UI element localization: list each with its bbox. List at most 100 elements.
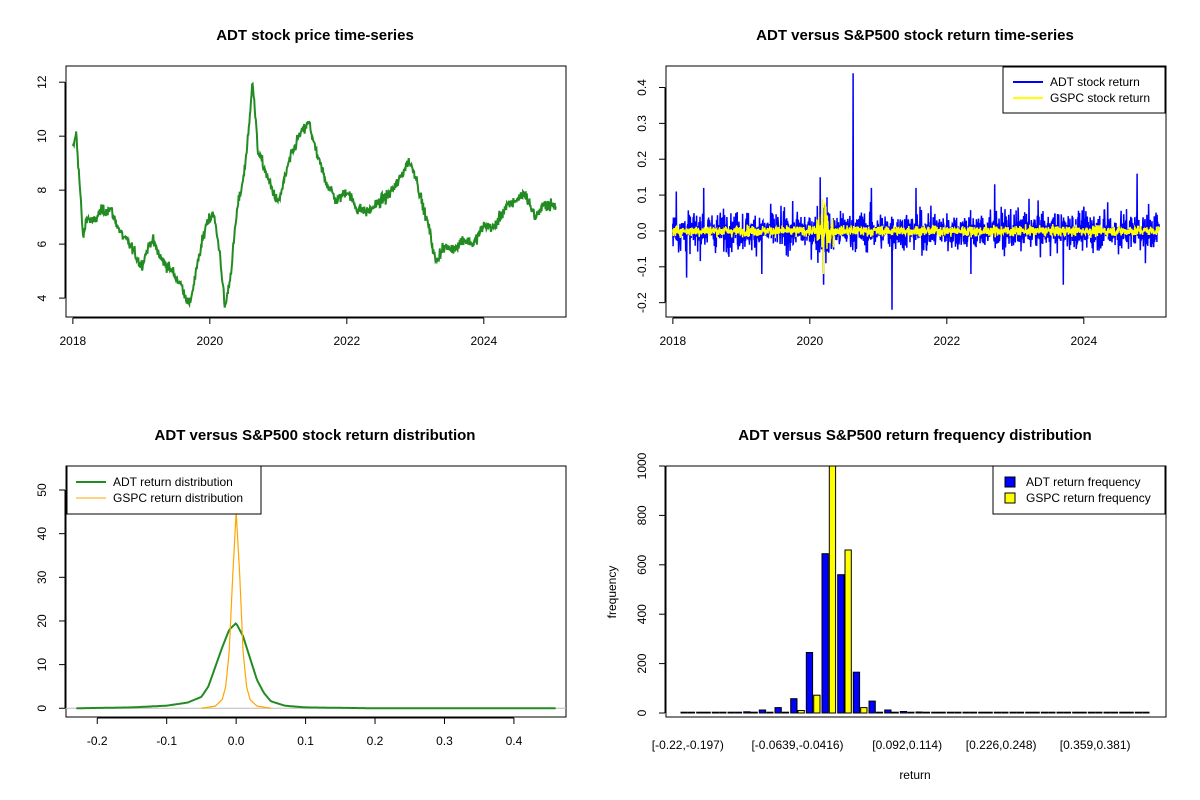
bar-gspc-frequency (907, 711, 915, 714)
y-tick-label: 0 (635, 709, 649, 716)
x-tick-label: 0.4 (506, 734, 523, 748)
plot-area (71, 81, 557, 309)
plot-frame (65, 465, 567, 718)
bar-gspc-frequency (1032, 711, 1040, 714)
y-tick-label: 4 (35, 294, 49, 301)
bar-gspc-frequency (1079, 711, 1087, 714)
plot-frame (65, 65, 567, 318)
bar-gspc-frequency (969, 711, 978, 714)
legend: ADT stock return GSPC stock return (1002, 66, 1166, 114)
panel-returns: ADT versus S&P500 stock return time-seri… (635, 27, 1167, 348)
bar-gspc-frequency (922, 711, 931, 714)
x-tick-label: [0.092,0.114) (872, 738, 942, 752)
bar-gspc-frequency (1048, 711, 1056, 714)
plot-frame (665, 65, 1167, 318)
x-axis-label: return (899, 768, 930, 782)
bar-gspc-frequency (1001, 711, 1009, 714)
legend-label: ADT return frequency (1026, 475, 1141, 489)
y-tick-label: 800 (635, 505, 649, 525)
y-tick-label: 50 (35, 483, 49, 497)
y-tick-label: 0.1 (635, 186, 649, 203)
legend-label: GSPC stock return (1050, 91, 1150, 105)
y-tick-label: 8 (35, 186, 49, 193)
y-tick-label: 0.0 (635, 222, 649, 239)
x-tick-label: 2018 (659, 334, 686, 348)
series-line-adt-density (76, 622, 556, 710)
bar-adt-frequency (790, 698, 798, 714)
bar-gspc-frequency (860, 707, 868, 714)
bar-adt-frequency (758, 709, 767, 714)
bar-gspc-frequency (719, 711, 727, 714)
bar-adt-frequency (774, 707, 782, 714)
bar-gspc-frequency (875, 711, 884, 714)
series-line-gspc-return (672, 198, 1160, 275)
x-tick-label: 2022 (333, 334, 360, 348)
x-tick-label: 2020 (196, 334, 223, 348)
chart-title: ADT versus S&P500 stock return time-seri… (756, 27, 1074, 44)
bar-gspc-frequency (1110, 711, 1119, 714)
y-tick-label: 400 (635, 604, 649, 624)
y-tick-label: 12 (35, 75, 49, 89)
bar-adt-frequency (993, 711, 1002, 714)
x-tick-label: [0.359,0.381) (1060, 738, 1131, 752)
bar-gspc-frequency (750, 711, 758, 714)
bar-adt-frequency (1087, 711, 1096, 714)
x-tick-label: 0.2 (367, 734, 384, 748)
plot-frame (665, 465, 1167, 718)
axes: 2018 2020 2022 2024 4 6 8 10 12 (35, 75, 497, 348)
bar-adt-frequency (1056, 711, 1064, 714)
bar-adt-frequency (946, 711, 955, 714)
y-tick-label: 10 (35, 658, 49, 672)
bar-gspc-frequency (891, 711, 899, 714)
bar-adt-frequency (899, 711, 908, 714)
legend-swatch (1004, 492, 1016, 504)
bar-gspc-frequency (734, 711, 743, 714)
legend-box (66, 465, 262, 515)
x-tick-label: [-0.0639,-0.0416) (751, 738, 843, 752)
y-tick-label: 40 (35, 527, 49, 541)
chart-title: ADT versus S&P500 stock return distribut… (155, 427, 476, 444)
y-tick-label: -0.1 (635, 256, 649, 277)
bar-gspc-frequency (954, 711, 962, 714)
bar-adt-frequency (884, 709, 892, 714)
x-tick-label: 2022 (933, 334, 960, 348)
bar-adt-frequency (962, 711, 970, 714)
legend-label: GSPC return frequency (1026, 491, 1151, 505)
y-tick-label: 0.4 (635, 79, 649, 96)
bar-adt-frequency (837, 574, 845, 714)
x-tick-label: [-0.22,-0.197) (652, 738, 724, 752)
bar-gspc-frequency (828, 465, 837, 714)
bar-gspc-frequency (1142, 711, 1150, 714)
x-tick-label: 0.1 (297, 734, 314, 748)
x-tick-label: 2024 (1070, 334, 1097, 348)
chart-title: ADT versus S&P500 return frequency distr… (738, 427, 1091, 444)
x-tick-label: 2020 (796, 334, 823, 348)
bar-gspc-frequency (844, 549, 852, 714)
bar-adt-frequency (821, 553, 829, 714)
plot-area (672, 73, 1160, 310)
y-tick-label: -0.2 (635, 292, 649, 313)
bar-gspc-frequency (1016, 711, 1025, 714)
y-tick-label: 0.3 (635, 115, 649, 132)
bar-adt-frequency (931, 711, 939, 714)
bar-adt-frequency (680, 711, 688, 714)
y-tick-label: 6 (35, 240, 49, 247)
x-tick-label: -0.1 (156, 734, 177, 748)
y-tick-label: 0 (35, 705, 49, 712)
x-tick-label: 0.3 (436, 734, 453, 748)
bar-gspc-frequency (1095, 711, 1103, 714)
legend-label: GSPC return distribution (113, 491, 243, 505)
y-tick-label: 600 (635, 554, 649, 574)
legend-label: ADT stock return (1050, 75, 1140, 89)
bar-adt-frequency (978, 711, 986, 714)
bar-adt-frequency (711, 711, 720, 714)
bar-gspc-frequency (938, 711, 946, 714)
bar-adt-frequency (805, 652, 814, 714)
legend: ADT return frequency GSPC return frequen… (992, 465, 1166, 515)
legend-label: ADT return distribution (113, 475, 233, 489)
bar-adt-frequency (1134, 711, 1143, 714)
x-tick-label: 2024 (470, 334, 497, 348)
bar-adt-frequency (727, 711, 735, 714)
x-tick-label: -0.2 (87, 734, 108, 748)
